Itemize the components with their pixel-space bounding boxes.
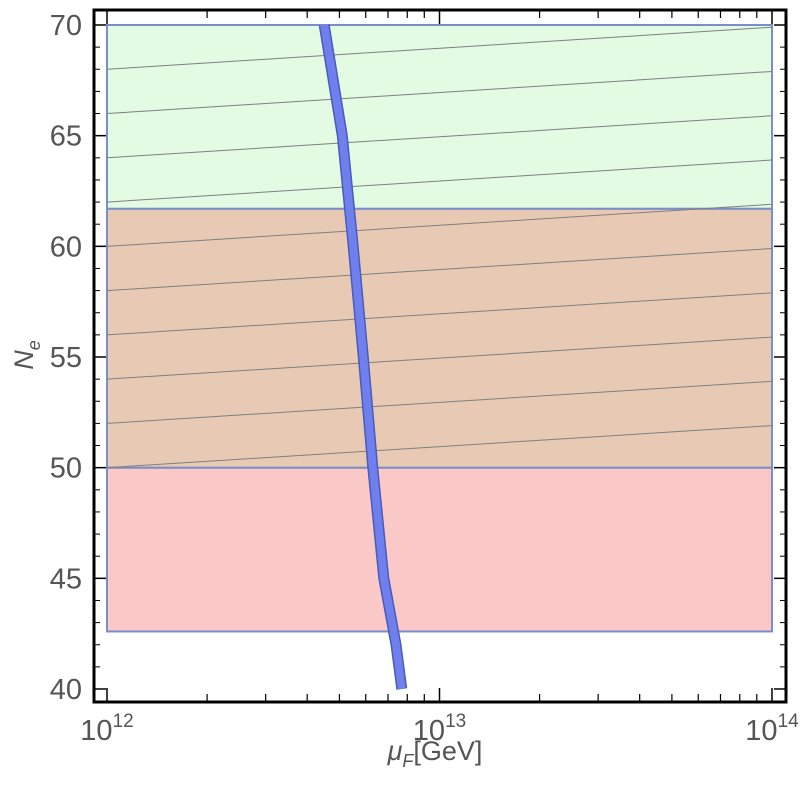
y-axis-subscript: e	[24, 340, 44, 350]
contour-line-4	[106, 248, 773, 292]
y-tick-label: 40	[50, 674, 82, 706]
contour-layer	[106, 26, 773, 469]
regions-layer	[106, 24, 773, 633]
y-tick-label: 60	[50, 231, 82, 263]
contour-line-2	[106, 336, 773, 380]
region-2	[106, 24, 773, 210]
x-tick-exponent: 13	[445, 711, 466, 732]
y-tick-label: 70	[50, 10, 82, 42]
contour-line-6	[106, 159, 773, 203]
ticks-layer	[94, 10, 786, 702]
y-tick-label: 65	[50, 121, 82, 153]
y-axis-symbol: N	[9, 350, 39, 370]
x-axis-unit: [GeV]	[413, 736, 482, 766]
band-layer	[318, 24, 408, 690]
x-axis-subscript: F	[402, 751, 414, 771]
y-tick-label: 45	[50, 563, 82, 595]
x-tick-label: 1012	[80, 711, 133, 747]
region-1	[106, 207, 773, 469]
y-tick-label: 55	[50, 342, 82, 374]
x-tick-base: 10	[745, 715, 777, 747]
y-tick-label: 50	[50, 453, 82, 485]
x-tick-base: 10	[413, 715, 445, 747]
region-0	[106, 466, 773, 633]
contour-line-1	[106, 380, 773, 424]
x-tick-base: 10	[80, 715, 112, 747]
x-tick-label: 1013	[413, 711, 466, 747]
x-axis-title: μF[GeV]	[387, 736, 483, 771]
contour-line-9	[106, 26, 773, 70]
y-axis-title: Ne	[9, 340, 44, 370]
x-tick-exponent: 12	[113, 711, 134, 732]
contour-line-8	[106, 70, 773, 115]
x-tick-label: 1014	[745, 711, 799, 747]
band-curve	[320, 24, 406, 690]
contour-line-0	[106, 425, 773, 469]
contour-line-7	[106, 115, 773, 159]
x-axis-symbol: μ	[387, 736, 403, 766]
contour-line-5	[106, 203, 773, 247]
contour-line-3	[106, 292, 773, 336]
x-tick-exponent: 14	[778, 711, 800, 732]
